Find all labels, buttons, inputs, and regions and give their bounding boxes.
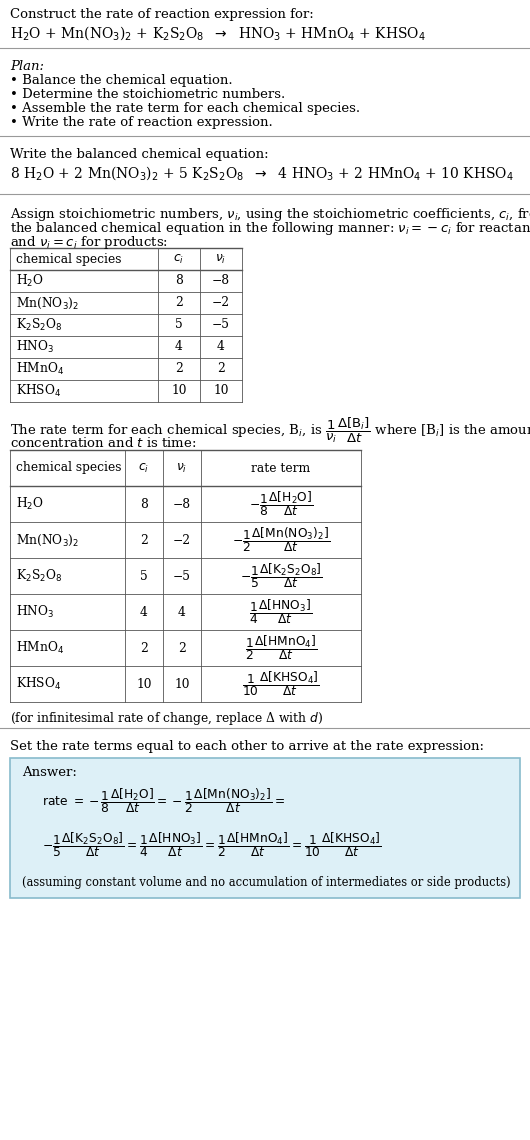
Text: 2: 2 <box>175 363 183 375</box>
Text: Set the rate terms equal to each other to arrive at the rate expression:: Set the rate terms equal to each other t… <box>10 740 484 754</box>
Text: the balanced chemical equation in the following manner: $\nu_i = -c_i$ for react: the balanced chemical equation in the fo… <box>10 220 530 237</box>
Text: 2: 2 <box>217 363 225 375</box>
Text: • Balance the chemical equation.: • Balance the chemical equation. <box>10 74 233 87</box>
Text: 8: 8 <box>140 497 148 511</box>
Text: Plan:: Plan: <box>10 60 44 73</box>
Text: 8 H$_2$O + 2 Mn(NO$_3$)$_2$ + 5 K$_2$S$_2$O$_8$  $\rightarrow$  4 HNO$_3$ + 2 HM: 8 H$_2$O + 2 Mn(NO$_3$)$_2$ + 5 K$_2$S$_… <box>10 164 514 181</box>
Text: • Assemble the rate term for each chemical species.: • Assemble the rate term for each chemic… <box>10 101 360 115</box>
Text: $-\dfrac{1}{5}\dfrac{\Delta[\mathrm{K_2S_2O_8}]}{\Delta t} = \dfrac{1}{4}\dfrac{: $-\dfrac{1}{5}\dfrac{\Delta[\mathrm{K_2S… <box>42 830 382 858</box>
Text: $\nu_i$: $\nu_i$ <box>215 252 227 266</box>
Text: 4: 4 <box>175 341 183 353</box>
Text: −5: −5 <box>212 318 230 332</box>
Text: Construct the rate of reaction expression for:: Construct the rate of reaction expressio… <box>10 8 314 21</box>
Text: 4: 4 <box>140 605 148 619</box>
Text: HNO$_3$: HNO$_3$ <box>16 604 54 620</box>
Text: (for infinitesimal rate of change, replace Δ with $d$): (for infinitesimal rate of change, repla… <box>10 710 323 727</box>
Text: KHSO$_4$: KHSO$_4$ <box>16 676 61 692</box>
Text: 4: 4 <box>217 341 225 353</box>
Text: 5: 5 <box>175 318 183 332</box>
Text: K$_2$S$_2$O$_8$: K$_2$S$_2$O$_8$ <box>16 317 63 333</box>
Text: and $\nu_i = c_i$ for products:: and $\nu_i = c_i$ for products: <box>10 234 168 251</box>
Text: 10: 10 <box>213 384 229 398</box>
Text: −2: −2 <box>212 296 230 309</box>
Text: −8: −8 <box>173 497 191 511</box>
Text: 10: 10 <box>174 677 190 691</box>
Text: 5: 5 <box>140 570 148 583</box>
Text: $\dfrac{1}{2}\dfrac{\Delta[\mathrm{HMnO_4}]}{\Delta t}$: $\dfrac{1}{2}\dfrac{\Delta[\mathrm{HMnO_… <box>245 634 317 662</box>
Text: HNO$_3$: HNO$_3$ <box>16 339 54 355</box>
Text: concentration and $t$ is time:: concentration and $t$ is time: <box>10 435 197 450</box>
Text: $\nu_i$: $\nu_i$ <box>176 462 188 474</box>
Text: Mn(NO$_3$)$_2$: Mn(NO$_3$)$_2$ <box>16 532 80 547</box>
Text: • Write the rate of reaction expression.: • Write the rate of reaction expression. <box>10 116 273 129</box>
Text: chemical species: chemical species <box>16 462 121 474</box>
Text: 2: 2 <box>140 534 148 546</box>
Text: HMnO$_4$: HMnO$_4$ <box>16 361 64 377</box>
Text: rate $= -\dfrac{1}{8}\dfrac{\Delta[\mathrm{H_2O}]}{\Delta t} = -\dfrac{1}{2}\dfr: rate $= -\dfrac{1}{8}\dfrac{\Delta[\math… <box>42 785 285 815</box>
Text: Answer:: Answer: <box>22 766 77 779</box>
Text: 10: 10 <box>171 384 187 398</box>
Text: Assign stoichiometric numbers, $\nu_i$, using the stoichiometric coefficients, $: Assign stoichiometric numbers, $\nu_i$, … <box>10 206 530 223</box>
Text: −5: −5 <box>173 570 191 583</box>
Text: (assuming constant volume and no accumulation of intermediates or side products): (assuming constant volume and no accumul… <box>22 876 510 889</box>
Text: 8: 8 <box>175 275 183 287</box>
Text: $\dfrac{1}{10}\dfrac{\Delta[\mathrm{KHSO_4}]}{\Delta t}$: $\dfrac{1}{10}\dfrac{\Delta[\mathrm{KHSO… <box>242 669 320 699</box>
Text: 2: 2 <box>140 642 148 654</box>
Text: $c_i$: $c_i$ <box>173 252 184 266</box>
Text: HMnO$_4$: HMnO$_4$ <box>16 640 64 656</box>
Text: chemical species: chemical species <box>16 252 121 266</box>
Text: $-\dfrac{1}{5}\dfrac{\Delta[\mathrm{K_2S_2O_8}]}{\Delta t}$: $-\dfrac{1}{5}\dfrac{\Delta[\mathrm{K_2S… <box>240 562 322 591</box>
Text: $-\dfrac{1}{2}\dfrac{\Delta[\mathrm{Mn(NO_3)_2}]}{\Delta t}$: $-\dfrac{1}{2}\dfrac{\Delta[\mathrm{Mn(N… <box>232 526 330 554</box>
Text: KHSO$_4$: KHSO$_4$ <box>16 383 61 399</box>
Text: • Determine the stoichiometric numbers.: • Determine the stoichiometric numbers. <box>10 88 285 101</box>
Text: Mn(NO$_3$)$_2$: Mn(NO$_3$)$_2$ <box>16 295 80 310</box>
Text: The rate term for each chemical species, B$_i$, is $\dfrac{1}{\nu_i}\dfrac{\Delt: The rate term for each chemical species,… <box>10 416 530 446</box>
Text: Write the balanced chemical equation:: Write the balanced chemical equation: <box>10 148 269 161</box>
Text: $\dfrac{1}{4}\dfrac{\Delta[\mathrm{HNO_3}]}{\Delta t}$: $\dfrac{1}{4}\dfrac{\Delta[\mathrm{HNO_3… <box>250 597 313 627</box>
FancyBboxPatch shape <box>10 758 520 898</box>
Text: 4: 4 <box>178 605 186 619</box>
Text: H$_2$O + Mn(NO$_3$)$_2$ + K$_2$S$_2$O$_8$  $\rightarrow$  HNO$_3$ + HMnO$_4$ + K: H$_2$O + Mn(NO$_3$)$_2$ + K$_2$S$_2$O$_8… <box>10 24 426 42</box>
Text: −8: −8 <box>212 275 230 287</box>
Text: H$_2$O: H$_2$O <box>16 272 44 290</box>
Text: H$_2$O: H$_2$O <box>16 496 44 512</box>
Text: K$_2$S$_2$O$_8$: K$_2$S$_2$O$_8$ <box>16 568 63 584</box>
Text: −2: −2 <box>173 534 191 546</box>
Text: 2: 2 <box>175 296 183 309</box>
Text: 2: 2 <box>178 642 186 654</box>
Text: $c_i$: $c_i$ <box>138 462 149 474</box>
Text: 10: 10 <box>136 677 152 691</box>
Text: rate term: rate term <box>251 462 311 474</box>
Text: $-\dfrac{1}{8}\dfrac{\Delta[\mathrm{H_2O}]}{\Delta t}$: $-\dfrac{1}{8}\dfrac{\Delta[\mathrm{H_2O… <box>249 489 313 519</box>
